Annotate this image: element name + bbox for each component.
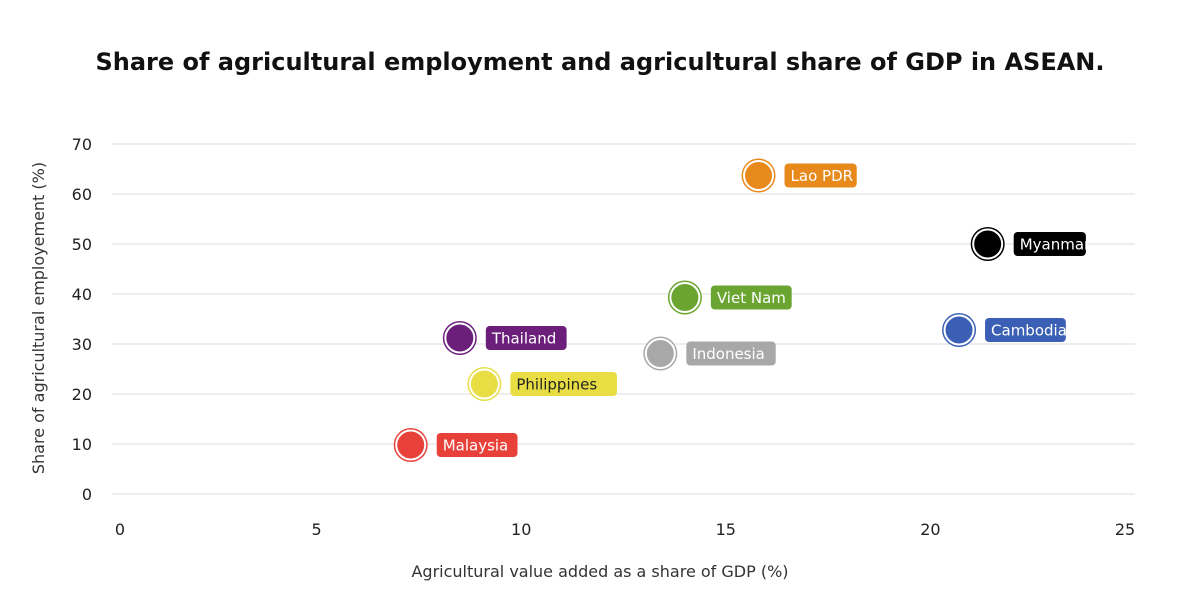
point-label: Viet Nam — [717, 289, 786, 307]
point-label: Cambodia — [991, 322, 1067, 340]
point-label-bg — [436, 433, 518, 457]
y-tick-label: 0 — [82, 485, 92, 504]
x-axis-label: Agricultural value added as a share of G… — [411, 562, 788, 581]
x-tick-label: 15 — [716, 520, 736, 539]
point-outer-ring — [942, 313, 977, 347]
point-inner-ring — [743, 160, 775, 191]
point-label-bg — [1013, 232, 1086, 256]
chart-title: Share of agricultural employment and agr… — [95, 48, 1105, 76]
data-point: Thailand — [442, 321, 567, 355]
point-inner-ring — [468, 368, 500, 400]
y-tick-labels: 0 10 20 30 40 50 60 70 — [72, 135, 92, 504]
point-outer-ring — [970, 227, 1005, 261]
y-tick-label: 50 — [72, 235, 92, 254]
x-tick-labels: 0 5 10 15 20 25 — [115, 520, 1135, 539]
point-label-bg — [485, 326, 567, 350]
data-point: Viet Nam — [667, 280, 792, 315]
point-label: Philippines — [516, 376, 597, 394]
point-inner-ring — [972, 228, 1004, 260]
point-outer-ring — [393, 428, 428, 462]
point-label: Thailand — [491, 330, 556, 348]
point-label: Myanmar — [1020, 236, 1091, 254]
y-tick-label: 40 — [72, 285, 92, 304]
gridlines — [112, 143, 1135, 495]
point-outer-ring — [667, 280, 702, 315]
data-points: Lao PDR Myanmar Viet Nam Cambodia Thailand In… — [393, 158, 1091, 462]
x-tick-label: 25 — [1115, 520, 1135, 539]
point-label-bg — [784, 163, 857, 188]
y-tick-label: 70 — [72, 135, 92, 154]
data-point: Lao PDR — [741, 158, 857, 193]
point-label-bg — [510, 372, 617, 396]
point-outer-ring — [442, 321, 477, 355]
point-outer-ring — [467, 367, 502, 401]
point-inner-ring — [395, 429, 427, 461]
point-inner-ring — [644, 338, 676, 369]
point-label-bg — [985, 318, 1066, 342]
x-tick-label: 10 — [511, 520, 531, 539]
point-label-bg — [686, 341, 776, 366]
point-inner-ring — [669, 282, 701, 313]
point-label: Lao PDR — [791, 167, 854, 185]
y-axis-label: Share of agricultural employement (%) — [29, 162, 48, 474]
point-outer-ring — [643, 336, 678, 371]
data-point: Myanmar — [970, 227, 1091, 261]
data-point: Cambodia — [942, 313, 1067, 347]
point-label-bg — [710, 285, 792, 310]
point-label: Malaysia — [443, 437, 509, 455]
data-point: Philippines — [467, 367, 617, 401]
point-outer-ring — [741, 158, 776, 193]
y-tick-label: 10 — [72, 435, 92, 454]
point-label: Indonesia — [692, 345, 765, 363]
y-tick-label: 60 — [72, 185, 92, 204]
point-inner-ring — [444, 322, 476, 354]
point-inner-ring — [943, 314, 975, 346]
y-tick-label: 30 — [72, 335, 92, 354]
data-point: Malaysia — [393, 428, 518, 462]
x-tick-label: 5 — [312, 520, 322, 539]
x-tick-label: 20 — [920, 520, 940, 539]
data-point: Indonesia — [643, 336, 776, 371]
x-tick-label: 0 — [115, 520, 125, 539]
y-tick-label: 20 — [72, 385, 92, 404]
